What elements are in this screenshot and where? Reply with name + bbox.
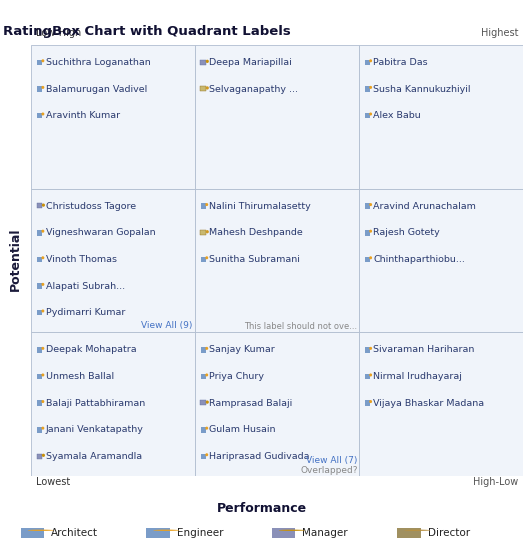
Text: Low-High: Low-High [36,28,82,38]
Text: Highest: Highest [481,28,518,38]
Text: Director: Director [428,528,470,538]
Text: Nirmal Irudhayaraj: Nirmal Irudhayaraj [373,372,462,381]
Text: Potential: Potential [9,228,22,291]
Bar [397,528,421,538]
Text: Mahesh Deshpande: Mahesh Deshpande [209,228,303,238]
Text: Vigneshwaran Gopalan: Vigneshwaran Gopalan [46,228,155,238]
Text: Nalini Thirumalasetty: Nalini Thirumalasetty [209,201,311,211]
Text: Pydimarri Kumar: Pydimarri Kumar [46,308,125,317]
Text: Alex Babu: Alex Babu [373,111,421,120]
Bar [272,528,295,538]
Text: Sunitha Subramani: Sunitha Subramani [209,255,300,264]
Text: Selvaganapathy ...: Selvaganapathy ... [209,85,299,93]
Text: Vinoth Thomas: Vinoth Thomas [46,255,117,264]
Text: Manager: Manager [302,528,348,538]
Text: View All (7): View All (7) [306,456,358,465]
Bar [195,188,359,333]
Text: Lowest: Lowest [36,477,71,488]
Text: This label should not ove...: This label should not ove... [244,322,358,331]
Text: Overlapped?: Overlapped? [300,466,358,475]
Text: Pabitra Das: Pabitra Das [373,58,428,67]
Text: Hariprasad Gudivada: Hariprasad Gudivada [209,452,310,461]
Circle shape [28,530,54,531]
Text: Ramprasad Balaji: Ramprasad Balaji [209,399,293,408]
Bar [359,333,523,476]
Text: Gulam Husain: Gulam Husain [209,425,276,434]
Text: Janani Venkatapathy: Janani Venkatapathy [46,425,143,434]
Text: Sanjay Kumar: Sanjay Kumar [209,346,275,354]
Bar [31,45,195,188]
Text: Susha Kannukuzhiyil: Susha Kannukuzhiyil [373,85,471,93]
Text: Alapati Subrah...: Alapati Subrah... [46,282,124,290]
Text: Balaji Pattabhiraman: Balaji Pattabhiraman [46,399,145,408]
Text: Priya Chury: Priya Chury [209,372,264,381]
Text: Deepa Mariapillai: Deepa Mariapillai [209,58,292,67]
Bar [195,333,359,476]
Circle shape [279,530,305,531]
Text: Vijaya Bhaskar Madana: Vijaya Bhaskar Madana [373,399,484,408]
Bar [31,188,195,333]
Bar [31,333,195,476]
Bar [359,188,523,333]
Bar [359,45,523,188]
Text: Architect: Architect [51,528,98,538]
Circle shape [404,530,430,531]
Bar [21,528,44,538]
Bar [195,45,359,188]
Text: Rajesh Gotety: Rajesh Gotety [373,228,440,238]
Text: Chinthaparthiobu...: Chinthaparthiobu... [373,255,465,264]
Text: Christudoss Tagore: Christudoss Tagore [46,201,135,211]
Text: Performance: Performance [217,502,306,515]
Text: Aravinth Kumar: Aravinth Kumar [46,111,120,120]
Text: Balamurugan Vadivel: Balamurugan Vadivel [46,85,147,93]
Text: Suchithra Loganathan: Suchithra Loganathan [46,58,150,67]
Text: Unmesh Ballal: Unmesh Ballal [46,372,113,381]
Text: Aravind Arunachalam: Aravind Arunachalam [373,201,476,211]
Bar [146,528,170,538]
Text: View All (9): View All (9) [141,321,192,330]
Text: Sivaraman Hariharan: Sivaraman Hariharan [373,346,475,354]
Text: Engineer: Engineer [177,528,223,538]
Text: High-Low: High-Low [473,477,518,488]
Text: RatingBox Chart with Quadrant Labels: RatingBox Chart with Quadrant Labels [3,25,290,38]
Text: Syamala Aramandla: Syamala Aramandla [46,452,142,461]
Circle shape [153,530,179,531]
Text: Deepak Mohapatra: Deepak Mohapatra [46,346,136,354]
